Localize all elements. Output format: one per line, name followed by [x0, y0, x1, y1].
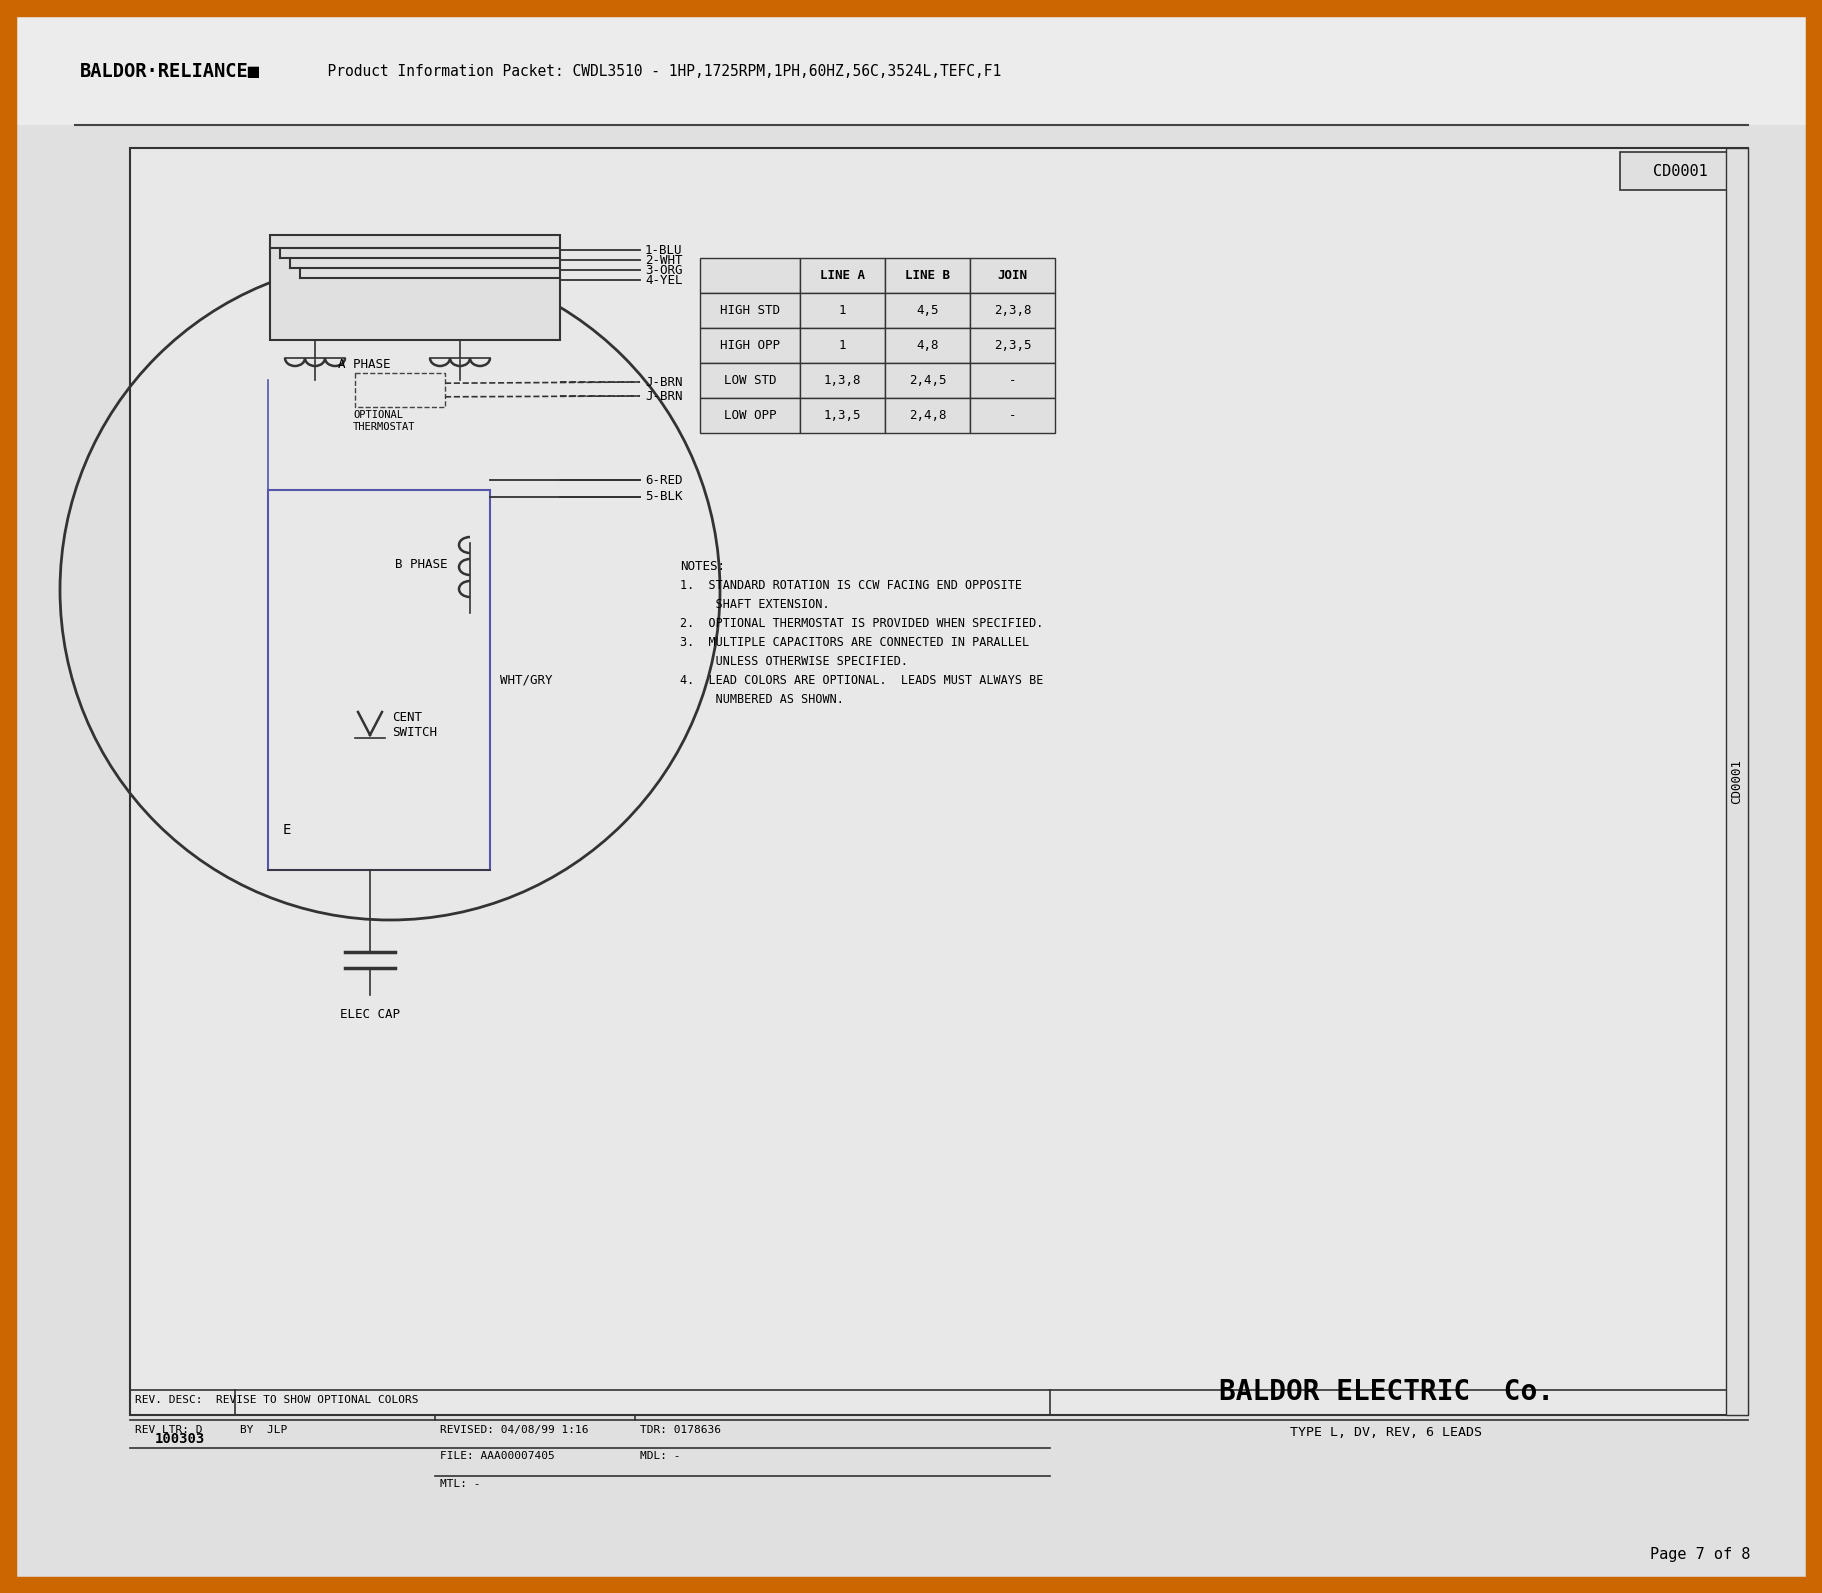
Bar [268, 491, 490, 870]
Bar [700, 293, 800, 328]
Bar [129, 148, 1747, 1415]
Text: 2,3,8: 2,3,8 [993, 304, 1031, 317]
Text: NUMBERED AS SHOWN.: NUMBERED AS SHOWN. [680, 693, 844, 706]
Bar [885, 258, 969, 293]
Text: OPTIONAL
THERMOSTAT: OPTIONAL THERMOSTAT [353, 409, 415, 432]
Bar [1725, 148, 1747, 1415]
Bar [1620, 151, 1740, 190]
Text: 4,8: 4,8 [916, 339, 938, 352]
Text: HIGH STD: HIGH STD [720, 304, 780, 317]
Text: CD0001: CD0001 [1731, 758, 1744, 804]
Text: 3.  MULTIPLE CAPACITORS ARE CONNECTED IN PARALLEL: 3. MULTIPLE CAPACITORS ARE CONNECTED IN … [680, 636, 1029, 648]
Text: CD0001: CD0001 [1653, 164, 1707, 178]
Text: REV LTR: D: REV LTR: D [135, 1426, 202, 1435]
Text: 100303: 100303 [155, 1432, 206, 1446]
Text: BALDOR ELECTRIC  Co.: BALDOR ELECTRIC Co. [1219, 1378, 1554, 1407]
Text: HIGH OPP: HIGH OPP [720, 339, 780, 352]
Bar [800, 293, 885, 328]
Text: SHAFT EXTENSION.: SHAFT EXTENSION. [680, 597, 829, 612]
Bar [355, 373, 445, 406]
Bar [800, 363, 885, 398]
Text: Page 7 of 8: Page 7 of 8 [1649, 1547, 1749, 1563]
Text: 2,3,5: 2,3,5 [993, 339, 1031, 352]
Bar [800, 398, 885, 433]
Text: -: - [1009, 374, 1017, 387]
Bar [700, 328, 800, 363]
Text: LINE B: LINE B [906, 269, 949, 282]
Text: MDL: -: MDL: - [640, 1451, 680, 1461]
Text: 1-BLU: 1-BLU [645, 244, 683, 256]
Text: 6-RED: 6-RED [645, 473, 683, 486]
Bar [969, 328, 1055, 363]
Text: MTL: -: MTL: - [439, 1478, 481, 1489]
Text: TYPE L, DV, REV, 6 LEADS: TYPE L, DV, REV, 6 LEADS [1290, 1426, 1483, 1438]
Text: NOTES:: NOTES: [680, 561, 725, 573]
Text: LOW STD: LOW STD [723, 374, 776, 387]
Text: 1: 1 [838, 339, 845, 352]
Bar [800, 258, 885, 293]
Text: Product Information Packet: CWDL3510 - 1HP,1725RPM,1PH,60HZ,56C,3524L,TEFC,F1: Product Information Packet: CWDL3510 - 1… [310, 64, 1002, 80]
Text: 1: 1 [838, 304, 845, 317]
Text: REV. DESC:  REVISE TO SHOW OPTIONAL COLORS: REV. DESC: REVISE TO SHOW OPTIONAL COLOR… [135, 1395, 419, 1405]
Text: 2,4,8: 2,4,8 [909, 409, 946, 422]
Bar [885, 363, 969, 398]
Text: -: - [1009, 409, 1017, 422]
Text: UNLESS OTHERWISE SPECIFIED.: UNLESS OTHERWISE SPECIFIED. [680, 655, 907, 667]
Text: WHT/GRY: WHT/GRY [499, 674, 552, 687]
Text: TDR: 0178636: TDR: 0178636 [640, 1426, 722, 1435]
Text: 1.  STANDARD ROTATION IS CCW FACING END OPPOSITE: 1. STANDARD ROTATION IS CCW FACING END O… [680, 578, 1022, 593]
Text: 5-BLK: 5-BLK [645, 491, 683, 503]
Bar [700, 398, 800, 433]
Text: REVISED: 04/08/99 1:16: REVISED: 04/08/99 1:16 [439, 1426, 589, 1435]
Bar [800, 328, 885, 363]
Bar [969, 363, 1055, 398]
Bar [270, 236, 559, 339]
Text: 1,3,8: 1,3,8 [824, 374, 862, 387]
Text: 4-YEL: 4-YEL [645, 274, 683, 287]
Bar [885, 293, 969, 328]
Text: 2,4,5: 2,4,5 [909, 374, 946, 387]
Text: 4,5: 4,5 [916, 304, 938, 317]
Bar [700, 363, 800, 398]
Text: BY  JLP: BY JLP [241, 1426, 288, 1435]
Text: A PHASE: A PHASE [339, 358, 390, 371]
Bar [700, 258, 800, 293]
Text: 2.  OPTIONAL THERMOSTAT IS PROVIDED WHEN SPECIFIED.: 2. OPTIONAL THERMOSTAT IS PROVIDED WHEN … [680, 616, 1044, 629]
Bar [885, 398, 969, 433]
Bar [969, 293, 1055, 328]
Text: JOIN: JOIN [997, 269, 1028, 282]
Text: BALDOR·RELIANCE■: BALDOR·RELIANCE■ [80, 62, 261, 81]
Bar [15, 14, 1807, 124]
Bar [969, 258, 1055, 293]
Text: 2-WHT: 2-WHT [645, 253, 683, 266]
Text: J-BRN: J-BRN [645, 390, 683, 403]
Bar [885, 328, 969, 363]
Text: 4.  LEAD COLORS ARE OPTIONAL.  LEADS MUST ALWAYS BE: 4. LEAD COLORS ARE OPTIONAL. LEADS MUST … [680, 674, 1044, 687]
Text: E: E [282, 824, 292, 836]
Text: 3-ORG: 3-ORG [645, 263, 683, 277]
Text: B PHASE: B PHASE [395, 559, 448, 572]
Text: 1,3,5: 1,3,5 [824, 409, 862, 422]
Text: LINE A: LINE A [820, 269, 865, 282]
Text: LOW OPP: LOW OPP [723, 409, 776, 422]
Text: ELEC CAP: ELEC CAP [341, 1008, 401, 1021]
Bar [969, 398, 1055, 433]
Text: CENT
SWITCH: CENT SWITCH [392, 710, 437, 739]
Text: FILE: AAA00007405: FILE: AAA00007405 [439, 1451, 554, 1461]
Text: J-BRN: J-BRN [645, 376, 683, 389]
